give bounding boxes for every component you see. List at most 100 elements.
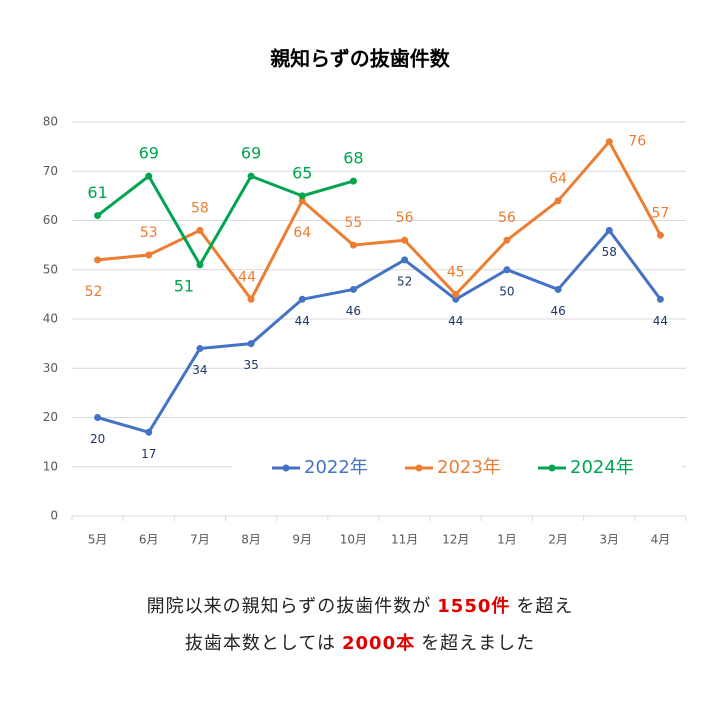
- data-label: 52: [85, 284, 103, 300]
- x-tick-label: 7月: [190, 533, 210, 547]
- data-point: [656, 295, 664, 303]
- data-point: [247, 172, 255, 180]
- data-label: 17: [141, 447, 156, 461]
- x-tick-label: 12月: [442, 533, 469, 547]
- data-point: [401, 236, 409, 244]
- data-point: [247, 340, 255, 348]
- data-point: [196, 226, 204, 234]
- y-tick-label: 60: [43, 213, 58, 227]
- data-label: 53: [140, 225, 158, 241]
- x-tick-label: 4月: [651, 533, 671, 547]
- legend-label: 2022年: [304, 457, 368, 478]
- data-point: [452, 295, 460, 303]
- data-point: [554, 285, 562, 293]
- data-point: [196, 345, 204, 353]
- y-tick-label: 50: [43, 262, 58, 276]
- legend-label: 2023年: [437, 457, 501, 478]
- x-tick-label: 11月: [391, 533, 418, 547]
- data-label: 56: [396, 210, 414, 226]
- data-label: 45: [447, 264, 465, 280]
- data-label: 46: [346, 304, 361, 318]
- data-point: [298, 295, 306, 303]
- legend-label: 2024年: [570, 457, 634, 478]
- y-tick-label: 30: [43, 361, 58, 375]
- y-tick-label: 40: [43, 312, 58, 326]
- x-tick-label: 2月: [548, 533, 568, 547]
- data-point: [349, 241, 357, 249]
- data-label: 44: [448, 314, 463, 328]
- data-label: 44: [295, 314, 310, 328]
- data-point: [298, 192, 306, 200]
- chart-title: 親知らずの抜歯件数: [270, 47, 451, 71]
- data-point: [145, 251, 153, 259]
- data-label: 50: [499, 284, 514, 298]
- data-label: 68: [343, 149, 363, 168]
- data-label: 44: [653, 314, 668, 328]
- data-point: [94, 212, 102, 220]
- caption-highlight: 1550件: [437, 596, 511, 617]
- data-label: 61: [87, 183, 107, 202]
- data-label: 46: [550, 304, 565, 318]
- data-point: [94, 414, 102, 421]
- data-label: 58: [602, 245, 617, 259]
- x-tick-label: 5月: [88, 533, 108, 547]
- data-label: 57: [652, 205, 670, 221]
- data-label: 44: [238, 269, 256, 285]
- data-point: [401, 256, 409, 264]
- y-tick-label: 10: [43, 459, 58, 473]
- data-label: 64: [549, 171, 567, 187]
- data-label: 51: [174, 276, 194, 295]
- y-tick-label: 20: [43, 410, 58, 424]
- data-point: [503, 236, 511, 244]
- x-tick-label: 8月: [241, 533, 261, 547]
- legend-marker: [548, 464, 556, 472]
- y-tick-label: 70: [43, 164, 58, 178]
- data-label: 69: [139, 144, 159, 163]
- caption-line: 開院以来の親知らずの抜歯件数が 1550件 を超え: [0, 592, 720, 618]
- data-label: 56: [498, 210, 516, 226]
- caption-text: を超えました: [421, 633, 536, 654]
- x-tick-label: 1月: [497, 533, 517, 547]
- data-point: [605, 138, 613, 146]
- legend-marker: [415, 464, 423, 472]
- data-label: 76: [628, 134, 646, 150]
- y-tick-label: 0: [50, 509, 58, 523]
- data-point: [94, 256, 102, 264]
- data-point: [349, 177, 357, 185]
- caption-highlight: 2000本: [342, 633, 416, 654]
- data-label: 64: [293, 225, 311, 241]
- series-line: [97, 228, 662, 434]
- data-label: 52: [397, 274, 412, 288]
- data-point: [196, 261, 204, 269]
- series-line: [96, 174, 354, 267]
- data-point: [145, 172, 153, 180]
- data-point: [247, 295, 255, 303]
- caption-line: 抜歯本数としては 2000本 を超えました: [0, 629, 720, 655]
- caption-text: を超え: [516, 596, 574, 617]
- data-point: [349, 285, 357, 293]
- data-label: 65: [292, 163, 312, 182]
- data-point: [145, 428, 153, 436]
- data-label: 58: [191, 200, 209, 216]
- data-label: 35: [243, 358, 258, 372]
- data-point: [605, 226, 613, 234]
- data-label: 34: [192, 363, 207, 377]
- data-point: [298, 197, 306, 205]
- x-tick-label: 9月: [292, 533, 312, 547]
- series-line: [97, 140, 662, 301]
- legend-marker: [282, 464, 290, 472]
- data-label: 69: [241, 144, 261, 163]
- caption-text: 抜歯本数としては: [184, 633, 336, 654]
- x-tick-label: 10月: [340, 533, 367, 547]
- x-tick-label: 6月: [139, 533, 159, 547]
- data-label: 55: [345, 215, 363, 231]
- data-point: [656, 231, 664, 239]
- legend-background: [232, 452, 682, 484]
- data-point: [503, 266, 511, 274]
- data-point: [554, 197, 562, 205]
- caption-text: 開院以来の親知らずの抜歯件数が: [146, 596, 432, 617]
- data-label: 20: [90, 432, 105, 446]
- x-tick-label: 3月: [599, 533, 619, 547]
